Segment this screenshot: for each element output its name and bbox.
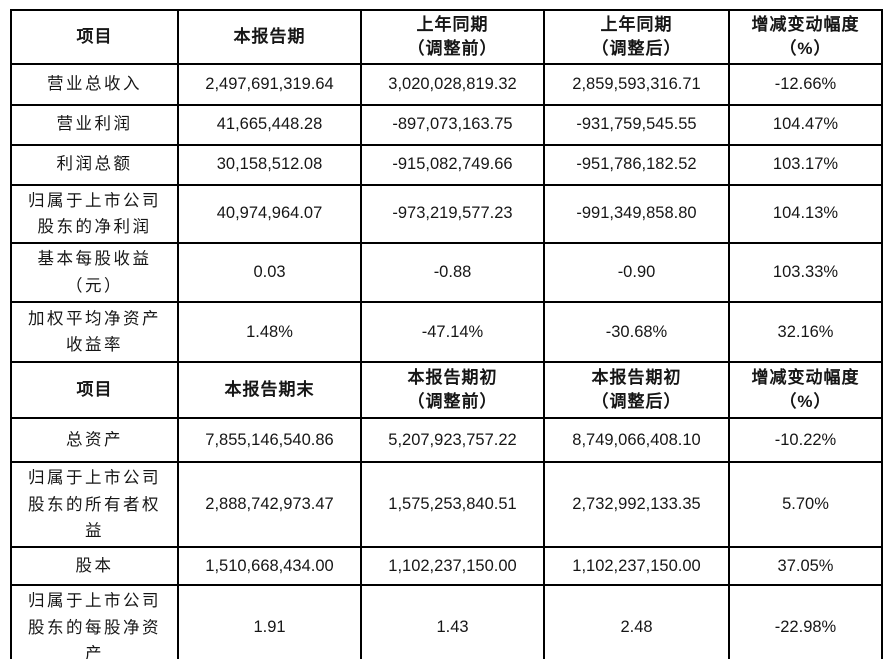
cell-value: 0.03 bbox=[177, 242, 362, 304]
cell-value: 1,510,668,434.00 bbox=[177, 546, 362, 587]
row-label: 基本每股收益 （元） bbox=[10, 242, 179, 304]
header-cell-period-end: 本报告期末 bbox=[177, 361, 362, 420]
header-cell-item: 项目 bbox=[10, 361, 179, 420]
cell-value: -10.22% bbox=[728, 417, 883, 464]
cell-value: -12.66% bbox=[728, 62, 883, 106]
table-row: 总资产 7,855,146,540.86 5,207,923,757.22 8,… bbox=[10, 417, 883, 464]
table-row: 归属于上市公司 股东的净利润 40,974,964.07 -973,219,57… bbox=[10, 183, 883, 245]
cell-value: 1.91 bbox=[177, 584, 362, 659]
cell-value: -47.14% bbox=[360, 301, 545, 364]
row-label: 股本 bbox=[10, 546, 179, 587]
cell-value: 2.48 bbox=[543, 584, 730, 659]
table-row: 利润总额 30,158,512.08 -915,082,749.66 -951,… bbox=[10, 143, 883, 186]
row-label: 营业利润 bbox=[10, 103, 179, 146]
cell-value: 5,207,923,757.22 bbox=[360, 417, 545, 464]
cell-value: -991,349,858.80 bbox=[543, 183, 730, 245]
cell-value: -22.98% bbox=[728, 584, 883, 659]
row-label: 利润总额 bbox=[10, 143, 179, 186]
table-row: 归属于上市公司 股东的每股净资 产 1.91 1.43 2.48 -22.98% bbox=[10, 584, 883, 659]
row-label: 营业总收入 bbox=[10, 62, 179, 106]
cell-value: -897,073,163.75 bbox=[360, 103, 545, 146]
cell-value: 103.17% bbox=[728, 143, 883, 186]
table-row: 股本 1,510,668,434.00 1,102,237,150.00 1,1… bbox=[10, 546, 883, 587]
header-cell-current-period: 本报告期 bbox=[177, 9, 362, 65]
cell-value: -0.90 bbox=[543, 242, 730, 304]
row-label: 归属于上市公司 股东的每股净资 产 bbox=[10, 584, 179, 659]
cell-value: 1,575,253,840.51 bbox=[360, 461, 545, 549]
header-cell-item: 项目 bbox=[10, 9, 179, 65]
table-header-row: 项目 本报告期末 本报告期初 （调整前） 本报告期初 （调整后） 增减变动幅度 … bbox=[10, 361, 883, 420]
table-row: 营业总收入 2,497,691,319.64 3,020,028,819.32 … bbox=[10, 62, 883, 106]
cell-value: 8,749,066,408.10 bbox=[543, 417, 730, 464]
cell-value: 103.33% bbox=[728, 242, 883, 304]
header-cell-prior-year-post-adjust: 上年同期 （调整后） bbox=[543, 9, 730, 65]
financial-summary-table: 项目 本报告期 上年同期 （调整前） 上年同期 （调整后） 增减变动幅度 （%）… bbox=[10, 9, 883, 659]
cell-value: 5.70% bbox=[728, 461, 883, 549]
cell-value: -951,786,182.52 bbox=[543, 143, 730, 186]
table-header-row: 项目 本报告期 上年同期 （调整前） 上年同期 （调整后） 增减变动幅度 （%） bbox=[10, 9, 883, 65]
row-label: 加权平均净资产 收益率 bbox=[10, 301, 179, 364]
cell-value: 2,732,992,133.35 bbox=[543, 461, 730, 549]
cell-value: 1.48% bbox=[177, 301, 362, 364]
table-row: 加权平均净资产 收益率 1.48% -47.14% -30.68% 32.16% bbox=[10, 301, 883, 364]
cell-value: 2,888,742,973.47 bbox=[177, 461, 362, 549]
cell-value: 104.47% bbox=[728, 103, 883, 146]
row-label: 归属于上市公司 股东的所有者权 益 bbox=[10, 461, 179, 549]
cell-value: -0.88 bbox=[360, 242, 545, 304]
header-cell-period-begin-pre-adjust: 本报告期初 （调整前） bbox=[360, 361, 545, 420]
cell-value: 1.43 bbox=[360, 584, 545, 659]
header-cell-change-pct: 增减变动幅度 （%） bbox=[728, 9, 883, 65]
header-cell-period-begin-post-adjust: 本报告期初 （调整后） bbox=[543, 361, 730, 420]
cell-value: 7,855,146,540.86 bbox=[177, 417, 362, 464]
cell-value: -915,082,749.66 bbox=[360, 143, 545, 186]
row-label: 总资产 bbox=[10, 417, 179, 464]
cell-value: 1,102,237,150.00 bbox=[543, 546, 730, 587]
header-cell-prior-year-pre-adjust: 上年同期 （调整前） bbox=[360, 9, 545, 65]
table-row: 营业利润 41,665,448.28 -897,073,163.75 -931,… bbox=[10, 103, 883, 146]
table-row: 归属于上市公司 股东的所有者权 益 2,888,742,973.47 1,575… bbox=[10, 461, 883, 549]
row-label: 归属于上市公司 股东的净利润 bbox=[10, 183, 179, 245]
cell-value: 1,102,237,150.00 bbox=[360, 546, 545, 587]
cell-value: -973,219,577.23 bbox=[360, 183, 545, 245]
cell-value: 37.05% bbox=[728, 546, 883, 587]
header-cell-change-pct: 增减变动幅度 （%） bbox=[728, 361, 883, 420]
cell-value: -30.68% bbox=[543, 301, 730, 364]
cell-value: 32.16% bbox=[728, 301, 883, 364]
cell-value: 2,859,593,316.71 bbox=[543, 62, 730, 106]
cell-value: 3,020,028,819.32 bbox=[360, 62, 545, 106]
cell-value: 41,665,448.28 bbox=[177, 103, 362, 146]
cell-value: 40,974,964.07 bbox=[177, 183, 362, 245]
table-row: 基本每股收益 （元） 0.03 -0.88 -0.90 103.33% bbox=[10, 242, 883, 304]
cell-value: -931,759,545.55 bbox=[543, 103, 730, 146]
cell-value: 30,158,512.08 bbox=[177, 143, 362, 186]
cell-value: 104.13% bbox=[728, 183, 883, 245]
cell-value: 2,497,691,319.64 bbox=[177, 62, 362, 106]
